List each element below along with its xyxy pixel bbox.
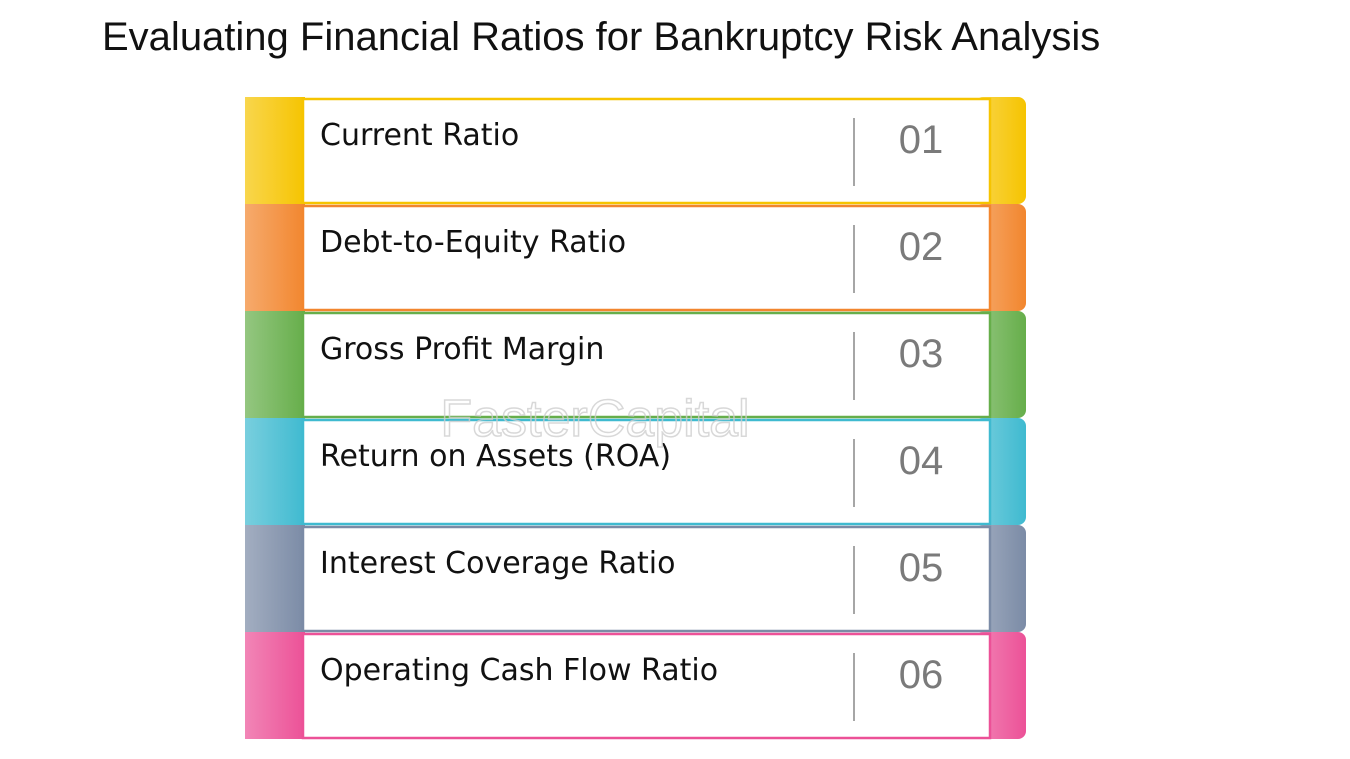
item-label: Operating Cash Flow Ratio	[320, 653, 718, 688]
left-tab	[245, 97, 305, 204]
card	[301, 97, 992, 205]
rows: Current Ratio 01 Debt-to-Equity Ratio 02 Gro…	[245, 97, 1026, 740]
card	[301, 418, 992, 526]
item-number: 02	[899, 225, 944, 269]
item-number: 06	[899, 653, 944, 697]
left-tab	[245, 525, 305, 632]
watermark: FasterCapital	[440, 390, 749, 448]
item-number: 04	[899, 439, 944, 483]
card	[301, 204, 992, 312]
card	[301, 632, 992, 740]
item-label: Gross Profit Margin	[320, 332, 604, 367]
row: Current Ratio 01	[245, 97, 1026, 205]
item-label: Return on Assets (ROA)	[320, 439, 671, 474]
card	[301, 525, 992, 633]
item-label: Interest Coverage Ratio	[320, 546, 675, 581]
row: Interest Coverage Ratio 05	[245, 525, 1026, 633]
item-label: Debt-to-Equity Ratio	[320, 225, 626, 260]
left-tab	[245, 311, 305, 418]
item-number: 05	[899, 546, 944, 590]
item-number: 01	[899, 118, 944, 162]
item-number: 03	[899, 332, 944, 376]
left-tab	[245, 418, 305, 525]
row: Operating Cash Flow Ratio 06	[245, 632, 1026, 740]
row: Debt-to-Equity Ratio 02	[245, 204, 1026, 312]
row: Return on Assets (ROA) 04	[245, 418, 1026, 526]
title: Evaluating Financial Ratios for Bankrupt…	[102, 15, 1100, 59]
row: Gross Profit Margin 03	[245, 311, 1026, 419]
card	[301, 311, 992, 419]
item-label: Current Ratio	[320, 118, 519, 153]
left-tab	[245, 204, 305, 311]
left-tab	[245, 632, 305, 739]
